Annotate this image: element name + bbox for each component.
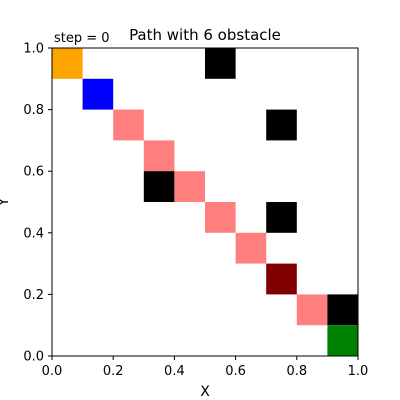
cell-obstacle-4 bbox=[144, 171, 175, 202]
cell-path-2 bbox=[113, 110, 144, 141]
y-tick-label-0: 0.0 bbox=[23, 350, 44, 365]
cell-agent-1 bbox=[83, 79, 114, 110]
cell-start-0 bbox=[52, 48, 83, 79]
cell-obstacle-10 bbox=[205, 48, 236, 79]
y-tick-label-3: 0.6 bbox=[23, 165, 44, 180]
x-tick-label-4: 0.8 bbox=[286, 364, 307, 379]
ticks-layer: 0.0 0.2 0.4 0.6 0.8 1.0 0.0 0.2 0.4 0.6 0.8 1.0 bbox=[23, 42, 368, 380]
y-tick-label-5: 1.0 bbox=[23, 42, 44, 57]
cell-obstacle-on-path-8 bbox=[266, 264, 297, 295]
cell-path-7 bbox=[236, 233, 267, 264]
step-annotation: step = 0 bbox=[54, 31, 110, 46]
y-axis-label: Y bbox=[0, 197, 12, 207]
cell-path-9 bbox=[297, 294, 328, 325]
y-tick-label-4: 0.8 bbox=[23, 103, 44, 118]
x-tick-label-3: 0.6 bbox=[225, 364, 246, 379]
cell-obstacle-12 bbox=[266, 202, 297, 233]
cell-obstacle-11 bbox=[266, 110, 297, 141]
x-tick-label-0: 0.0 bbox=[42, 364, 63, 379]
x-axis-label: X bbox=[200, 384, 210, 400]
cell-path-6 bbox=[205, 202, 236, 233]
cell-path-3 bbox=[144, 140, 175, 171]
x-tick-label-5: 1.0 bbox=[348, 364, 369, 379]
cell-obstacle-13 bbox=[327, 294, 358, 325]
y-tick-label-1: 0.2 bbox=[23, 288, 44, 303]
x-tick-label-1: 0.2 bbox=[103, 364, 124, 379]
cells-layer bbox=[52, 48, 358, 356]
cell-path-5 bbox=[174, 171, 205, 202]
cell-goal-14 bbox=[327, 325, 358, 356]
x-tick-label-2: 0.4 bbox=[164, 364, 185, 379]
chart-title: Path with 6 obstacle bbox=[129, 26, 281, 44]
y-tick-label-2: 0.4 bbox=[23, 226, 44, 241]
